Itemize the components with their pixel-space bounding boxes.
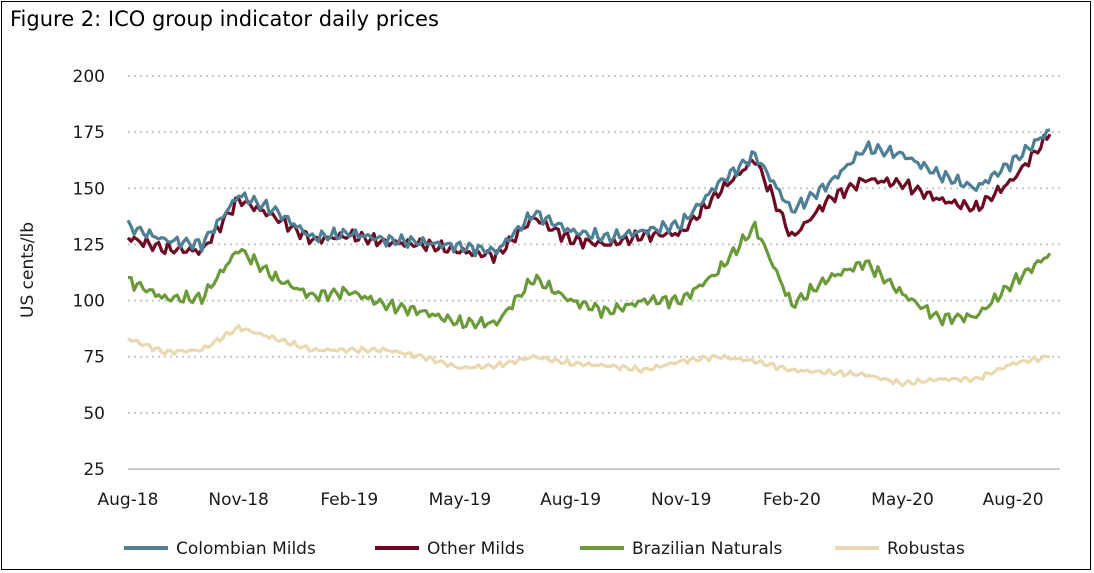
y-tick-label: 175 [73, 123, 105, 143]
y-tick-label: 150 [73, 179, 105, 199]
x-tick-label: May-20 [871, 490, 934, 510]
x-tick-label: Feb-20 [763, 490, 821, 510]
x-tick-label: Aug-18 [98, 490, 159, 510]
y-tick-label: 200 [73, 67, 105, 87]
x-tick-label: Aug-20 [983, 490, 1044, 510]
legend: Colombian Milds Other Milds Brazilian Natu… [124, 539, 965, 559]
y-tick-label: 75 [83, 348, 105, 368]
legend-label: Colombian Milds [176, 539, 316, 559]
x-tick-label: Aug-19 [540, 490, 601, 510]
series-lines [126, 128, 1052, 388]
chart-title: Figure 2: ICO group indicator daily pric… [10, 7, 439, 31]
legend-label: Brazilian Naturals [632, 539, 782, 559]
x-tick-label: Feb-19 [320, 490, 378, 510]
y-tick-label: 50 [83, 404, 105, 424]
y-axis-label: US cents/lb [18, 222, 38, 318]
y-tick-label: 125 [73, 235, 105, 255]
x-tick-label: Nov-19 [651, 490, 712, 510]
legend-label: Other Milds [427, 539, 525, 559]
y-tick-label: 25 [83, 460, 105, 480]
x-tick-label: May-19 [429, 490, 492, 510]
x-axis-ticks: Aug-18 Nov-18 Feb-19 May-19 Aug-19 Nov-19 Feb-… [98, 490, 1044, 510]
series-line [126, 128, 1051, 258]
x-tick-label: Nov-18 [208, 490, 269, 510]
legend-label: Robustas [887, 539, 965, 559]
series-line [126, 323, 1051, 388]
y-axis-ticks: 25 50 75 100 125 150 175 200 [73, 67, 105, 480]
series-line [128, 220, 1052, 330]
y-tick-label: 100 [73, 292, 105, 312]
series-line [126, 133, 1052, 264]
